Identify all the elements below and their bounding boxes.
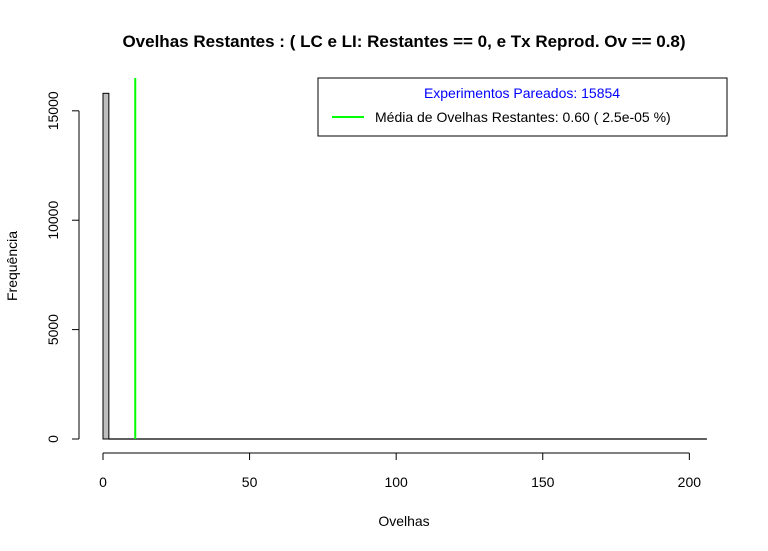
x-tick-label-1: 50	[242, 474, 258, 490]
x-axis: 0 50 100 150 200	[99, 452, 702, 490]
bars-group	[102, 92, 110, 440]
x-tick-label-3: 150	[531, 474, 555, 490]
y-tick-label-1: 5000	[45, 314, 61, 345]
y-tick-label-0: 0	[45, 435, 61, 443]
legend: Experimentos Pareados: 15854 Média de Ov…	[317, 77, 728, 137]
y-axis: 0 5000 10000 15000	[45, 91, 80, 443]
histogram-bar-0	[102, 92, 110, 440]
x-tick-label-0: 0	[99, 474, 107, 490]
x-axis-label: Ovelhas	[378, 513, 429, 529]
legend-entry: Média de Ovelhas Restantes: 0.60 ( 2.5e-…	[375, 109, 671, 125]
x-tick-label-2: 100	[384, 474, 408, 490]
y-tick-label-2: 10000	[45, 201, 61, 240]
x-tick-label-4: 200	[678, 474, 702, 490]
y-axis-label: Frequência	[4, 231, 20, 301]
chart-title: Ovelhas Restantes : ( LC e LI: Restantes…	[122, 32, 685, 51]
legend-box	[317, 77, 728, 137]
y-tick-label-3: 15000	[45, 91, 61, 130]
legend-header: Experimentos Pareados: 15854	[424, 85, 620, 101]
